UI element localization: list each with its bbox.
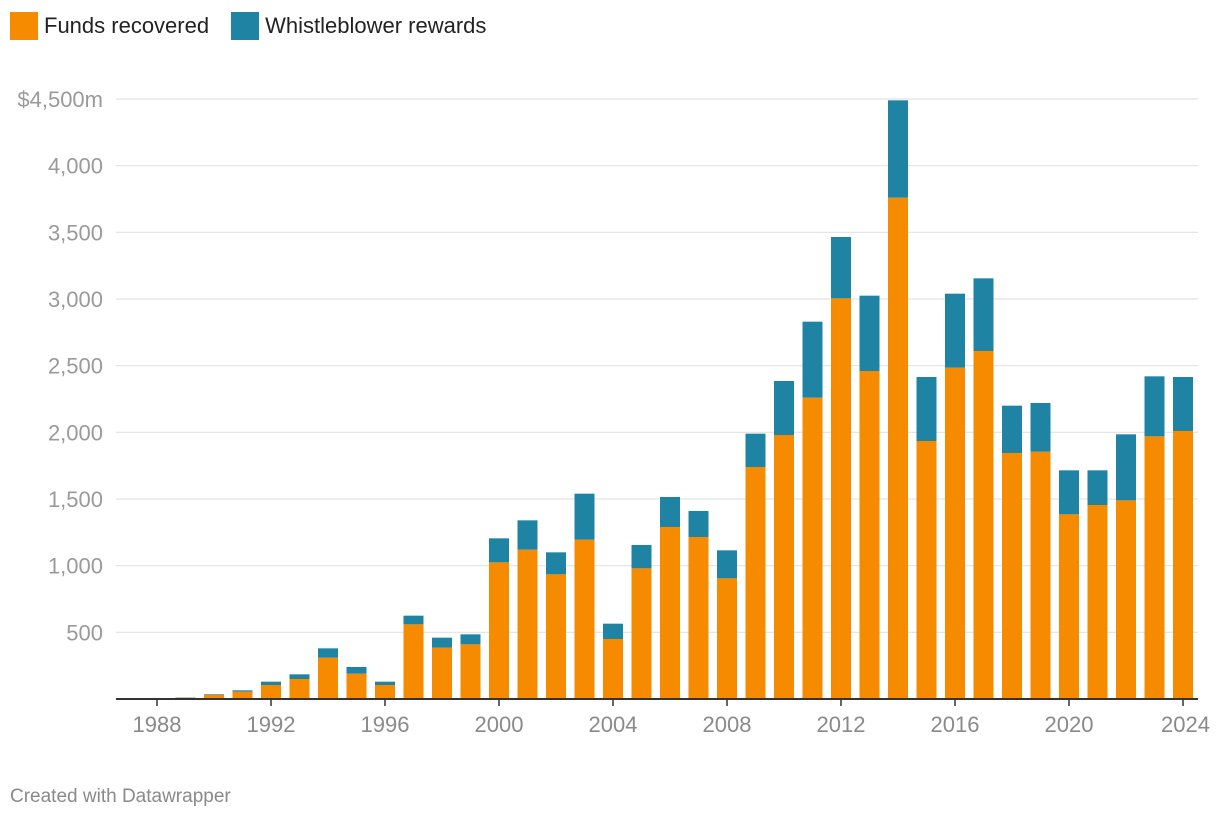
bar-whistleblower-rewards xyxy=(774,381,794,435)
legend: Funds recovered Whistleblower rewards xyxy=(10,12,508,40)
bar-funds-recovered xyxy=(973,351,994,699)
legend-item-whistleblower-rewards: Whistleblower rewards xyxy=(231,12,486,40)
y-tick-label: 1,000 xyxy=(48,554,103,579)
bar-whistleblower-rewards xyxy=(346,667,367,674)
datawrapper-credit: Created with Datawrapper xyxy=(10,786,231,807)
bar-whistleblower-rewards xyxy=(1059,470,1079,515)
bar-funds-recovered xyxy=(1002,453,1022,699)
bar-funds-recovered xyxy=(403,624,424,699)
bar-whistleblower-rewards xyxy=(432,637,452,648)
y-tick-label: $4,500m xyxy=(17,87,103,112)
bar-funds-recovered xyxy=(802,397,823,699)
bar-whistleblower-rewards xyxy=(489,538,509,563)
bar-funds-recovered xyxy=(916,441,937,699)
bar-whistleblower-rewards xyxy=(888,100,908,198)
x-tick-label: 2024 xyxy=(1161,712,1210,737)
bar-whistleblower-rewards xyxy=(1087,470,1108,505)
bar-funds-recovered xyxy=(603,639,623,699)
bar-funds-recovered xyxy=(1116,500,1136,699)
bar-whistleblower-rewards xyxy=(1173,377,1193,431)
bar-whistleblower-rewards xyxy=(574,493,595,540)
x-tick-label: 2020 xyxy=(1045,712,1094,737)
x-tick-label: 2008 xyxy=(703,712,752,737)
bar-funds-recovered xyxy=(859,371,880,699)
bar-funds-recovered xyxy=(1173,431,1193,699)
x-tick-label: 1996 xyxy=(361,712,410,737)
bar-whistleblower-rewards xyxy=(546,552,566,575)
y-tick-label: 3,500 xyxy=(48,220,103,245)
y-tick-label: 4,000 xyxy=(48,154,103,179)
x-tick-label: 2016 xyxy=(931,712,980,737)
legend-swatch-funds-recovered xyxy=(10,12,38,40)
bar-whistleblower-rewards xyxy=(318,648,338,658)
bar-funds-recovered xyxy=(346,673,367,699)
bar-whistleblower-rewards xyxy=(517,520,538,550)
bar-whistleblower-rewards xyxy=(859,295,880,371)
legend-label-funds-recovered: Funds recovered xyxy=(44,13,210,38)
x-tick-label: 1992 xyxy=(247,712,296,737)
bar-funds-recovered xyxy=(945,367,965,699)
bar-funds-recovered xyxy=(660,527,680,699)
bar-funds-recovered xyxy=(688,537,709,699)
bar-funds-recovered xyxy=(232,691,253,699)
bar-funds-recovered xyxy=(318,657,338,699)
bar-whistleblower-rewards xyxy=(717,550,737,579)
bar-whistleblower-rewards xyxy=(688,511,709,537)
bar-whistleblower-rewards xyxy=(460,634,481,645)
bar-whistleblower-rewards xyxy=(973,278,994,351)
x-tick-label: 2012 xyxy=(817,712,866,737)
bar-funds-recovered xyxy=(432,647,452,699)
bar-whistleblower-rewards xyxy=(802,321,823,398)
y-tick-label: 500 xyxy=(66,620,103,645)
x-tick-label: 2000 xyxy=(475,712,524,737)
bar-funds-recovered xyxy=(745,467,766,699)
bar-whistleblower-rewards xyxy=(1144,376,1165,437)
legend-item-funds-recovered: Funds recovered xyxy=(10,12,209,40)
bar-funds-recovered xyxy=(631,568,652,699)
y-tick-label: 3,000 xyxy=(48,287,103,312)
x-tick-label: 2004 xyxy=(589,712,638,737)
x-tick-label: 1988 xyxy=(133,712,182,737)
legend-swatch-whistleblower-rewards xyxy=(231,12,260,40)
legend-label-whistleblower-rewards: Whistleblower rewards xyxy=(265,13,487,38)
bar-funds-recovered xyxy=(1087,505,1108,699)
bar-whistleblower-rewards xyxy=(289,674,310,679)
bar-whistleblower-rewards xyxy=(1116,434,1136,501)
bar-whistleblower-rewards xyxy=(745,433,766,467)
bar-whistleblower-rewards xyxy=(1002,405,1022,453)
bar-funds-recovered xyxy=(261,685,281,699)
bar-funds-recovered xyxy=(774,435,794,699)
bar-funds-recovered xyxy=(517,549,538,699)
bar-funds-recovered xyxy=(888,197,908,699)
bar-funds-recovered xyxy=(1030,451,1051,699)
bar-funds-recovered xyxy=(574,539,595,699)
y-tick-label: 2,500 xyxy=(48,354,103,379)
bar-whistleblower-rewards xyxy=(945,293,965,368)
bar-funds-recovered xyxy=(1144,436,1165,699)
bar-whistleblower-rewards xyxy=(403,615,424,625)
bar-whistleblower-rewards xyxy=(232,690,253,692)
bar-whistleblower-rewards xyxy=(916,377,937,441)
bar-whistleblower-rewards xyxy=(603,623,623,639)
bar-whistleblower-rewards xyxy=(204,694,224,695)
bar-funds-recovered xyxy=(289,679,310,699)
bar-whistleblower-rewards xyxy=(660,497,680,527)
bar-whistleblower-rewards xyxy=(375,681,395,685)
bar-funds-recovered xyxy=(204,695,224,699)
bar-funds-recovered xyxy=(717,578,737,699)
bar-funds-recovered xyxy=(489,562,509,699)
bar-funds-recovered xyxy=(460,644,481,699)
bar-funds-recovered xyxy=(546,574,566,699)
bar-whistleblower-rewards xyxy=(1030,403,1051,452)
bar-whistleblower-rewards xyxy=(631,545,652,569)
bar-funds-recovered xyxy=(831,298,851,699)
bar-whistleblower-rewards xyxy=(261,681,281,685)
y-tick-label: 1,500 xyxy=(48,487,103,512)
y-tick-label: 2,000 xyxy=(48,420,103,445)
bar-whistleblower-rewards xyxy=(831,237,851,299)
bar-funds-recovered xyxy=(1059,514,1079,699)
bar-funds-recovered xyxy=(375,685,395,699)
